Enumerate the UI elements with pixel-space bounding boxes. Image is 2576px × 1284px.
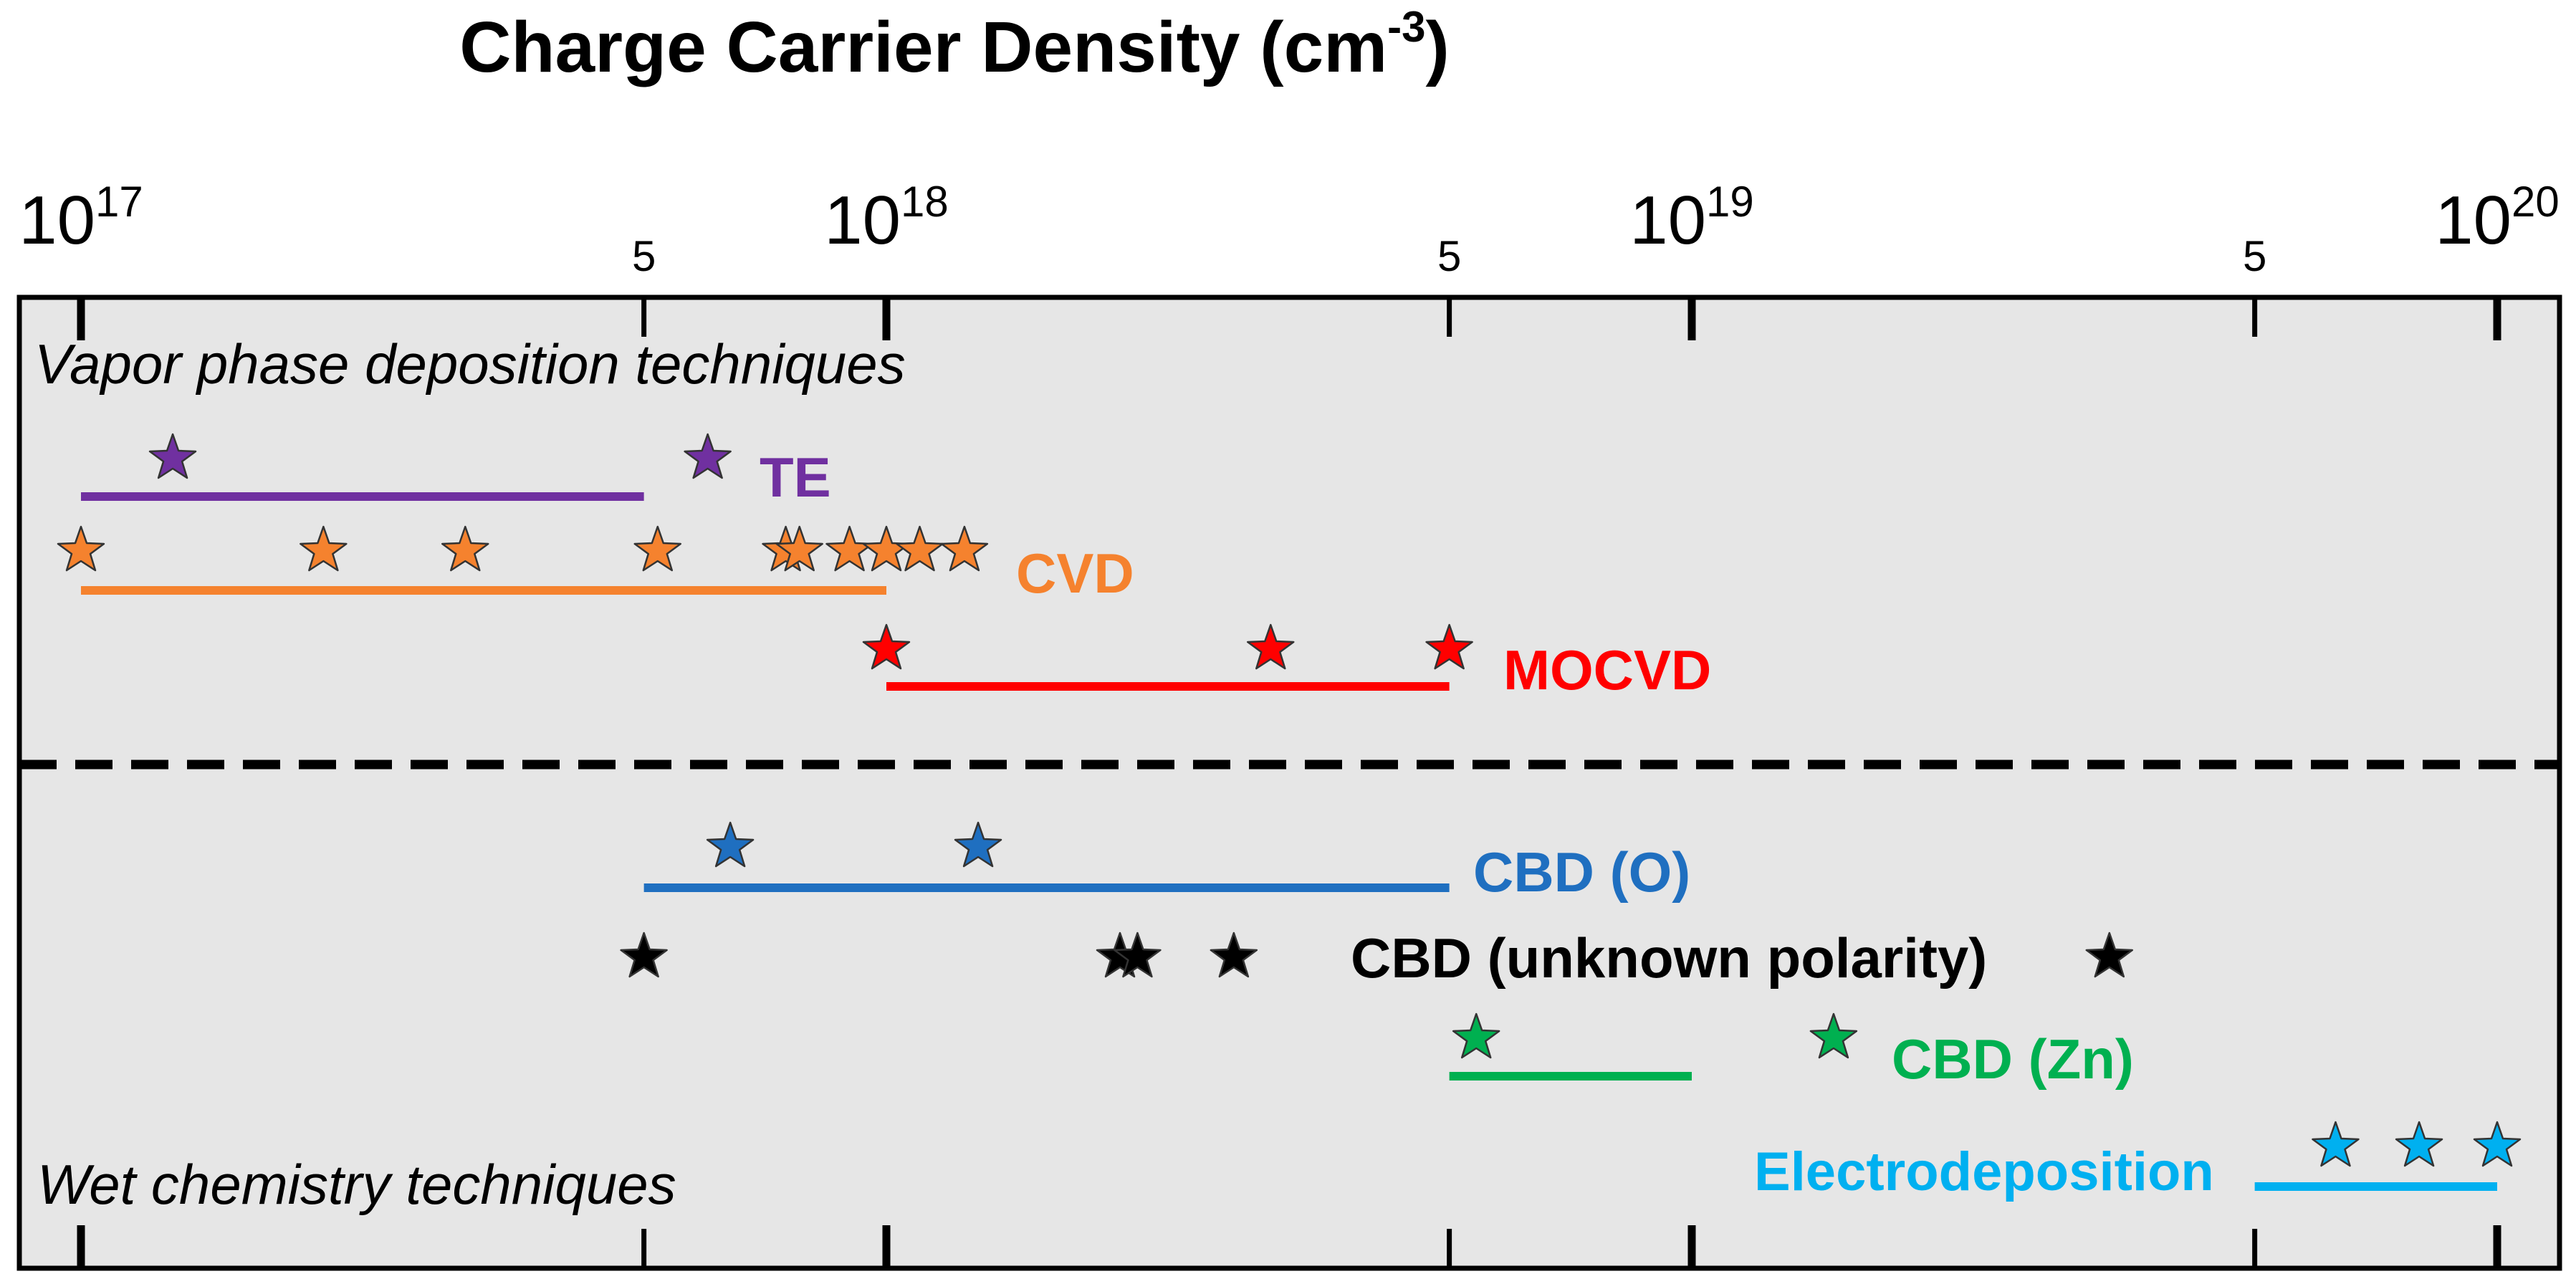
tick-label-base: 10 (19, 182, 95, 259)
major-tick-label-17: 1017 (19, 178, 143, 259)
major-tick-label-18: 1018 (824, 178, 949, 259)
tick-label-exponent: 18 (901, 178, 949, 226)
tick-label-base: 10 (2435, 182, 2512, 259)
series-label-cbd-unknown-polarity: CBD (unknown polarity) (1351, 926, 1987, 990)
tick-label-exponent: 19 (1706, 178, 1754, 226)
major-tick-label-20: 1020 (2435, 178, 2560, 259)
series-label-cvd: CVD (1016, 542, 1134, 605)
series-electrodeposition: Electrodeposition (1754, 1121, 2522, 1202)
series-cbd-unknown-polarity: CBD (unknown polarity) (620, 926, 2134, 990)
major-tick-label-19: 1019 (1629, 178, 1754, 259)
series-label-cbd-o: CBD (O) (1473, 840, 1690, 904)
tick-label-exponent: 20 (2512, 178, 2560, 226)
series-label-mocvd: MOCVD (1503, 638, 1711, 701)
series-cbd-zn: CBD (Zn) (1449, 1012, 2134, 1091)
plot-area (16, 294, 2562, 1271)
series-label-te: TE (760, 446, 831, 509)
series-te: TE (81, 433, 831, 509)
chart-title: Charge Carrier Density (cm-3) (459, 3, 1450, 87)
chart-title-close: ) (1425, 7, 1449, 87)
series-label-cbd-zn: CBD (Zn) (1892, 1027, 2134, 1091)
minor-tick-label-1: 5 (632, 232, 656, 280)
series-cbd-o: CBD (O) (643, 821, 1690, 904)
chart-title-superscript: -3 (1387, 3, 1425, 51)
series-label-electrodeposition: Electrodeposition (1754, 1141, 2214, 1202)
series-layer: TE CVD MOCVD CBD (O) CBD (unknown polarity) C… (57, 433, 2522, 1202)
series-mocvd: MOCVD (862, 623, 1711, 701)
minor-tick-label-3: 5 (2243, 232, 2266, 280)
minor-tick-label-2: 5 (1437, 232, 1461, 280)
chart-title-main: Charge Carrier Density (cm (459, 7, 1387, 87)
tick-label-exponent: 17 (95, 178, 143, 226)
group-label-vapor: Vapor phase deposition techniques (34, 332, 906, 396)
series-cvd: CVD (57, 525, 1134, 605)
group-label-wet: Wet chemistry techniques (37, 1153, 676, 1216)
tick-label-base: 10 (1629, 182, 1706, 259)
tick-label-base: 10 (824, 182, 901, 259)
